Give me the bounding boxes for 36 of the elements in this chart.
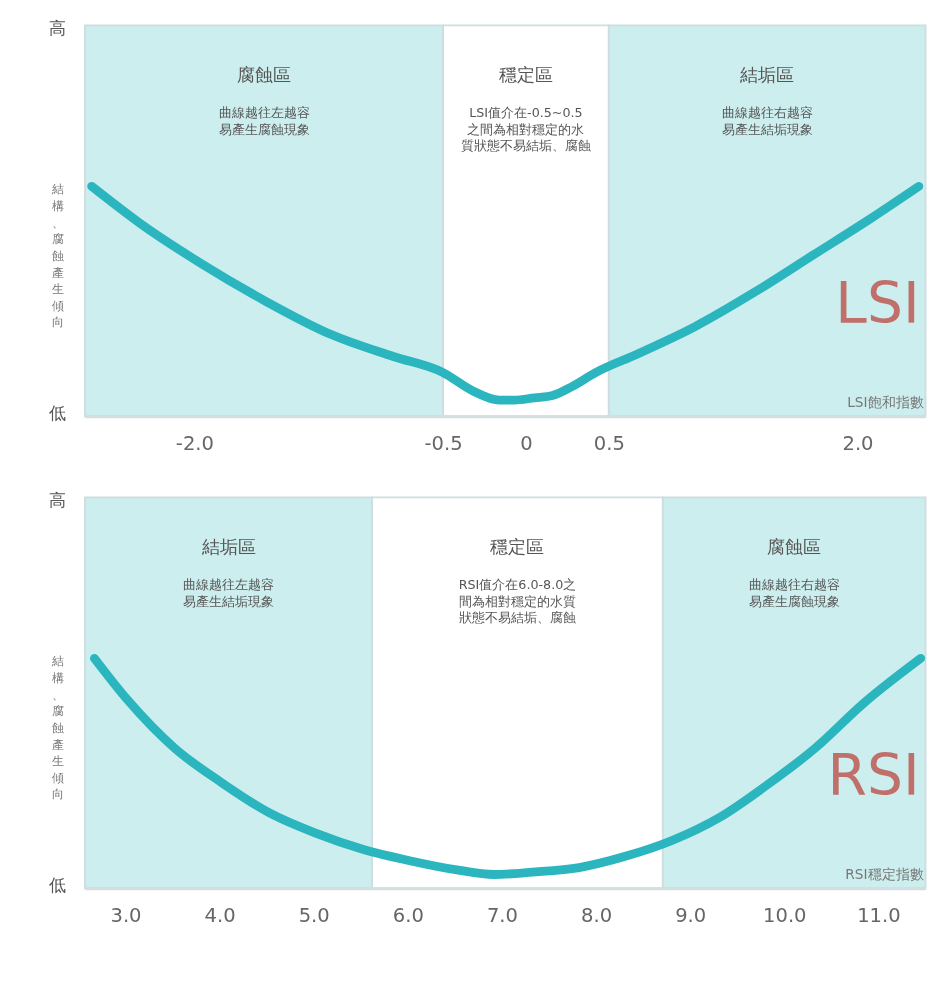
band-label: 腐蝕區 [767,537,822,558]
annotation: RSI [827,742,920,809]
x-tick-label: 8.0 [581,904,613,927]
x-tick-label: 0.5 [593,431,625,455]
band-label: 結垢區 [739,65,795,86]
text: 曲線越往左越容易產生結垢現象 [183,577,275,609]
x-tick-label: -2.0 [175,431,214,455]
x-tick-label: 2.0 [842,431,874,455]
band-label: 結垢區 [200,537,256,558]
text: 結構、腐蝕產生傾向 [51,654,64,802]
x-tick-label: 7.0 [486,904,518,927]
band-label: 穩定區 [498,65,553,86]
x-tick-label: -0.5 [424,431,463,455]
x-tick-label: 6.0 [392,904,424,927]
text: 低 [49,404,67,424]
x-tick-label: 3.0 [110,904,142,927]
x-tick-label: 0 [520,431,533,455]
x-tick-label: 11.0 [857,904,901,927]
text: 高 [49,19,67,39]
text: 高 [49,491,67,511]
text: RSI值介在6.0-8.0之間為相對穩定的水質狀態不易結垢、腐蝕 [458,577,577,626]
x-tick-label: 10.0 [763,904,807,927]
x-tick-label: 9.0 [675,904,707,927]
annotation: LSI [835,270,920,337]
x-tick-label: 5.0 [298,904,330,927]
text: 低 [49,876,67,896]
text: LSI值介在-0.5~0.5之間為相對穩定的水質狀態不易結垢、腐蝕 [460,105,591,154]
text: 曲線越往右越容易產生腐蝕現象 [748,577,840,609]
text: 結構、腐蝕產生傾向 [51,182,64,330]
x-tick-label: 4.0 [204,904,236,927]
text: 曲線越往右越容易產生結垢現象 [721,105,813,137]
band-label: 穩定區 [490,537,545,558]
band-label: 腐蝕區 [237,65,292,86]
text: 曲線越往左越容易產生腐蝕現象 [218,105,310,137]
x-axis-title: LSI飽和指數 [847,394,924,411]
x-axis-title: RSI穩定指數 [845,866,924,883]
